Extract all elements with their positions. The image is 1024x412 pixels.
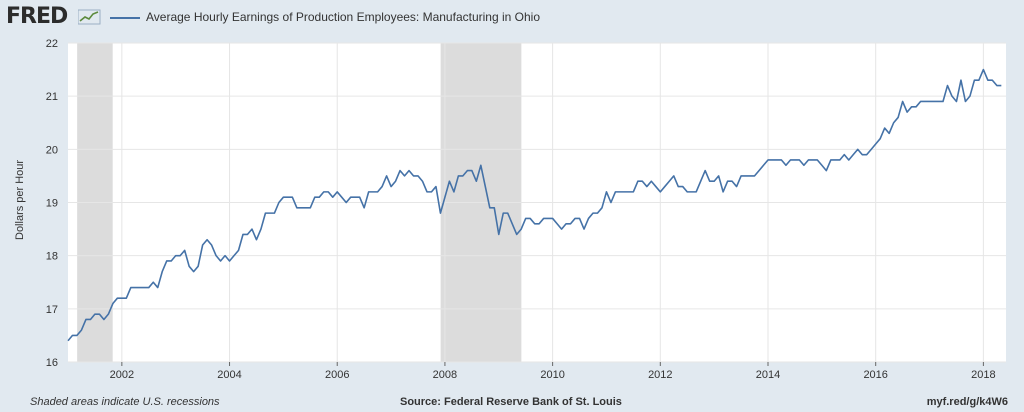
- y-tick-label: 16: [46, 357, 58, 369]
- y-tick-label: 21: [46, 91, 58, 103]
- y-tick-label: 22: [46, 38, 58, 50]
- legend-swatch: [110, 17, 140, 19]
- x-tick-label: 2002: [110, 369, 134, 381]
- source-text: Source: Federal Reserve Bank of St. Loui…: [400, 396, 622, 408]
- y-tick-label: 17: [46, 304, 58, 316]
- y-axis-label: Dollars per Hour: [14, 159, 26, 240]
- x-tick-label: 2008: [433, 369, 457, 381]
- x-tick-label: 2004: [217, 369, 241, 381]
- x-tick-label: 2012: [648, 369, 672, 381]
- chart-header: FRED Average Hourly Earnings of Producti…: [0, 0, 1024, 36]
- legend-series-title[interactable]: Average Hourly Earnings of Production Em…: [146, 10, 540, 24]
- x-tick-label: 2006: [325, 369, 349, 381]
- x-tick-label: 2016: [863, 369, 887, 381]
- y-tick-label: 18: [46, 251, 58, 263]
- y-tick-label: 20: [46, 144, 58, 156]
- y-tick-label: 19: [46, 198, 58, 210]
- x-tick-labels: 2002 2004 2006 2008 2010 2012 2014 2016 2018: [110, 369, 996, 381]
- x-tick-label: 2010: [540, 369, 564, 381]
- line-chart-icon: [78, 9, 101, 25]
- x-tick-label: 2014: [756, 369, 780, 381]
- y-tick-labels: 16 17 18 19 20 21 22: [46, 38, 58, 369]
- x-gridlines: [121, 43, 984, 366]
- fred-logo[interactable]: FRED: [6, 4, 68, 29]
- x-tick-label: 2018: [971, 369, 995, 381]
- recession-note: Shaded areas indicate U.S. recessions: [30, 396, 220, 408]
- short-url[interactable]: myf.red/g/k4W6: [926, 396, 1008, 408]
- series-line[interactable]: [67, 68, 1002, 342]
